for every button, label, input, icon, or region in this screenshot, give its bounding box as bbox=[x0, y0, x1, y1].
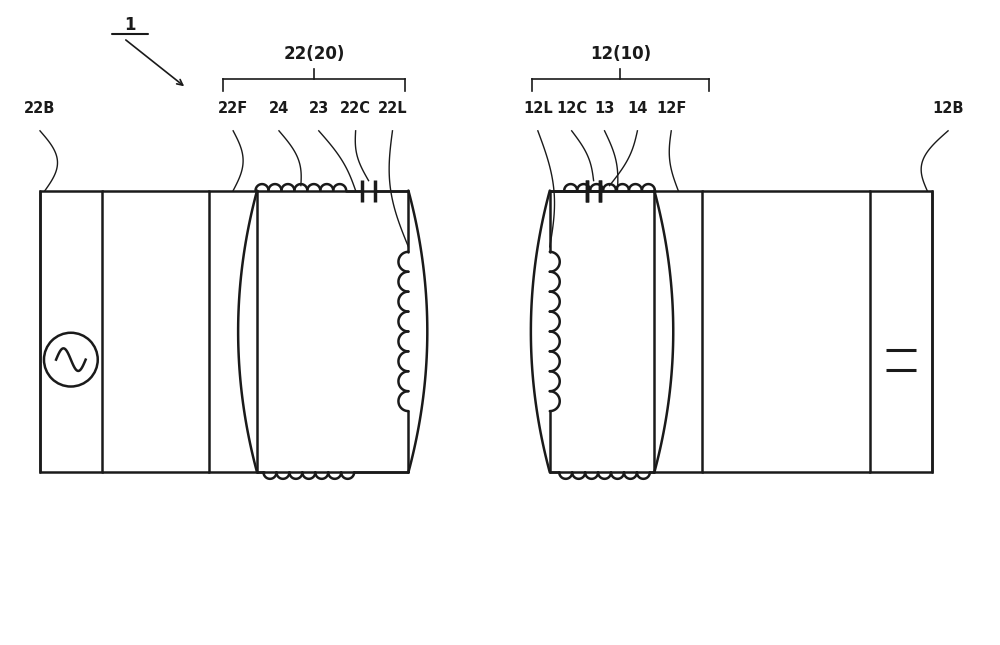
Text: 23: 23 bbox=[309, 101, 329, 116]
Text: 22B: 22B bbox=[24, 101, 56, 116]
Bar bbox=[209, 190, 257, 472]
Text: 24: 24 bbox=[269, 101, 289, 116]
Text: 22(20): 22(20) bbox=[284, 45, 345, 63]
Bar bbox=[654, 190, 702, 472]
Text: 12B: 12B bbox=[932, 101, 964, 116]
Circle shape bbox=[44, 333, 98, 386]
Text: 14: 14 bbox=[627, 101, 648, 116]
Bar bbox=[870, 190, 932, 472]
Text: 12F: 12F bbox=[656, 101, 686, 116]
Text: 12C: 12C bbox=[556, 101, 587, 116]
Text: 12L: 12L bbox=[523, 101, 553, 116]
Text: 12(10): 12(10) bbox=[590, 45, 651, 63]
Text: 22C: 22C bbox=[340, 101, 371, 116]
Text: 22F: 22F bbox=[218, 101, 248, 116]
Text: 22L: 22L bbox=[378, 101, 407, 116]
Text: 1: 1 bbox=[124, 16, 135, 34]
Bar bbox=[40, 190, 102, 472]
Text: 13: 13 bbox=[594, 101, 615, 116]
